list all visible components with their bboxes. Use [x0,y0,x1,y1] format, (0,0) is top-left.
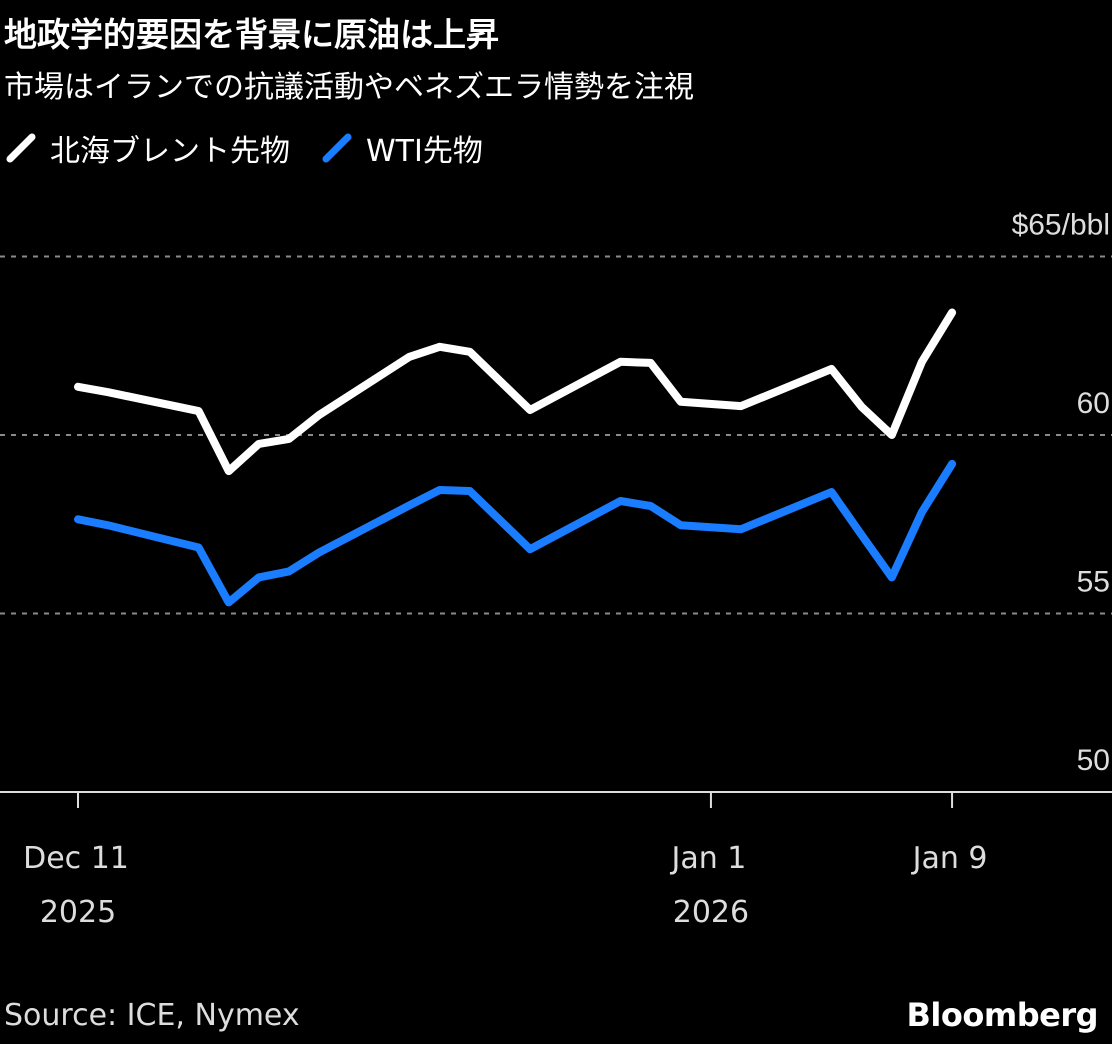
legend-item-brent: 北海ブレント先物 [4,126,290,170]
legend-label-brent: 北海ブレント先物 [50,134,290,169]
y-tick-label: 55 [1077,566,1110,599]
x-tick-year-label: 2025 [40,895,116,930]
y-tick-label: $65/bbl [1012,209,1110,242]
legend-label-wti: WTI先物 [366,134,483,169]
x-tick-label: Jan 9 [911,841,988,876]
x-tick-label: Jan 1 [670,841,747,876]
source-note: Source: ICE, Nymex [4,998,300,1033]
y-tick-label: 50 [1077,744,1110,777]
legend-swatch-wti-icon [322,133,352,163]
legend: 北海ブレント先物 WTI先物 [4,126,513,170]
series-line-brent [74,308,957,476]
x-tick-year-label: 2026 [673,895,749,930]
series-line-wti [74,459,957,607]
legend-item-wti: WTI先物 [320,126,483,170]
chart-subtitle: 市場はイランでの抗議活動やベネズエラ情勢を注視 [4,70,694,105]
legend-swatch-brent-icon [6,133,36,163]
chart-title: 地政学的要因を背景に原油は上昇 [4,15,499,54]
y-tick-label: 60 [1077,387,1110,420]
x-tick-label: Dec 11 [23,841,129,876]
bloomberg-logo: Bloomberg [906,996,1099,1034]
